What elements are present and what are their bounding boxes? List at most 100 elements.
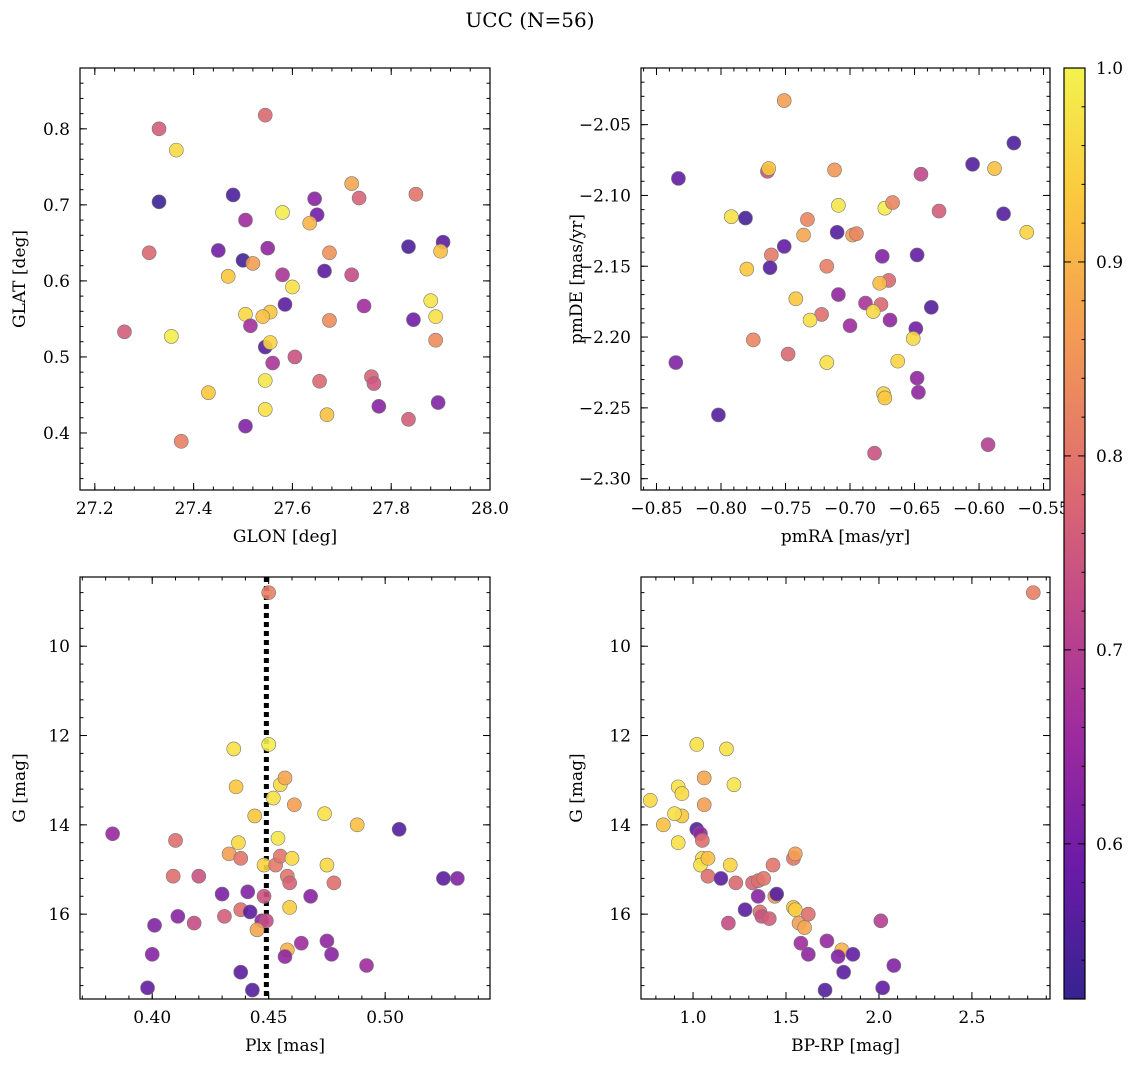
plot-frame xyxy=(79,67,491,491)
scatter-point xyxy=(450,871,465,886)
scatter-point xyxy=(728,875,744,891)
y-tick-label: 16 xyxy=(609,905,631,925)
scatter-point xyxy=(814,307,829,322)
scatter-point xyxy=(277,949,293,964)
scatter-point xyxy=(428,332,443,348)
scatter-point xyxy=(802,312,818,328)
scatter-point xyxy=(849,226,864,241)
scatter-point xyxy=(886,958,902,973)
scatter-point xyxy=(836,964,851,980)
scatter-point xyxy=(761,911,777,926)
scatter-point xyxy=(1019,224,1035,240)
y-tick-label: 0.8 xyxy=(43,120,70,140)
colorbar-tick-label: 0.6 xyxy=(1096,835,1123,855)
scatter-point xyxy=(711,407,726,423)
y-tick-label: 0.7 xyxy=(43,196,70,216)
scatter-point xyxy=(319,933,335,949)
y-tick-label: −2.05 xyxy=(579,116,631,136)
scatter-point xyxy=(349,817,365,833)
scatter-point xyxy=(745,332,761,348)
scatter-point xyxy=(996,206,1011,222)
scatter-point xyxy=(233,851,249,866)
scatter-point xyxy=(819,258,835,274)
plot-frame xyxy=(79,576,491,1000)
scatter-point xyxy=(275,205,290,220)
scatter-point xyxy=(819,933,835,949)
x-tick-label: 1.0 xyxy=(680,1008,707,1028)
scatter-point xyxy=(226,741,242,757)
scatter-point xyxy=(245,256,261,271)
scatter-point xyxy=(356,298,372,314)
scatter-point xyxy=(722,857,738,873)
scatter-point xyxy=(319,407,335,423)
y-axis-label: pmDE [mas/yr] xyxy=(567,214,587,344)
y-axis-label: G [mag] xyxy=(10,753,30,822)
x-tick-label: −0.70 xyxy=(824,499,876,519)
scatter-point xyxy=(911,384,926,400)
scatter-point xyxy=(169,142,184,158)
scatter-point xyxy=(257,402,273,417)
scatter-point xyxy=(249,922,265,938)
scatter-point xyxy=(247,808,263,824)
figure-title: UCC (N=56) xyxy=(465,8,594,32)
scatter-point xyxy=(238,212,253,228)
scatter-point xyxy=(765,857,781,873)
scatter-point xyxy=(242,904,258,920)
scatter-point xyxy=(905,331,921,346)
scatter-point xyxy=(788,291,804,307)
scatter-point xyxy=(408,186,424,202)
scatter-point xyxy=(724,209,739,224)
scatter-point xyxy=(980,437,996,452)
panel-pmra-pmde: −0.85 −0.80 −0.75 −0.70 −0.65 −0.60 −0.55 −2.30… xyxy=(567,67,1070,547)
scatter-point xyxy=(800,212,815,227)
scatter-point xyxy=(105,826,120,842)
x-axis-label: GLON [deg] xyxy=(233,527,337,547)
scatter-point xyxy=(228,779,244,795)
y-axis-label: GLAT [deg] xyxy=(10,230,30,328)
scatter-point xyxy=(909,370,925,386)
x-tick-label: −0.75 xyxy=(759,499,811,519)
scatter-point xyxy=(890,353,906,369)
x-tick-label: 27.2 xyxy=(76,499,114,519)
scatter-point xyxy=(817,982,833,998)
scatter-point xyxy=(233,964,249,980)
scatter-point xyxy=(317,263,332,279)
scatter-point xyxy=(151,194,167,210)
scatter-point xyxy=(885,195,900,210)
scatter-point xyxy=(277,297,293,312)
scatter-point xyxy=(797,920,812,935)
scatter-point xyxy=(117,324,132,340)
scatter-point xyxy=(931,203,947,219)
scatter-point xyxy=(240,884,256,900)
scatter-point xyxy=(285,279,300,295)
scatter-point xyxy=(423,293,439,308)
x-tick-label: 0.50 xyxy=(366,1008,404,1028)
scatter-point xyxy=(303,888,318,904)
scatter-point xyxy=(261,585,276,600)
scatter-point xyxy=(231,835,246,851)
scatter-point xyxy=(430,395,446,410)
y-tick-label: −2.30 xyxy=(579,470,631,490)
scatter-point xyxy=(436,871,451,886)
scatter-point xyxy=(428,309,443,324)
y-tick-label: 0.6 xyxy=(43,272,70,292)
x-tick-label: −0.60 xyxy=(953,499,1005,519)
plot-frame xyxy=(640,67,1051,491)
scatter-point xyxy=(211,243,226,258)
scatter-point xyxy=(831,287,846,302)
scatter-point xyxy=(319,857,335,873)
scatter-point xyxy=(324,947,339,962)
scatter-point xyxy=(257,107,273,123)
x-axis-label: BP-RP [mag] xyxy=(791,1036,900,1056)
y-tick-label: −2.25 xyxy=(579,399,631,419)
scatter-point xyxy=(923,300,939,315)
x-tick-label: 27.8 xyxy=(372,499,410,519)
scatter-point xyxy=(719,741,734,757)
scatter-point xyxy=(642,792,658,808)
y-tick-label: −2.10 xyxy=(579,186,631,206)
scatter-point xyxy=(750,888,766,904)
x-tick-label: 2.0 xyxy=(865,1008,892,1028)
scatter-point xyxy=(1006,135,1022,151)
scatter-point xyxy=(913,166,929,182)
